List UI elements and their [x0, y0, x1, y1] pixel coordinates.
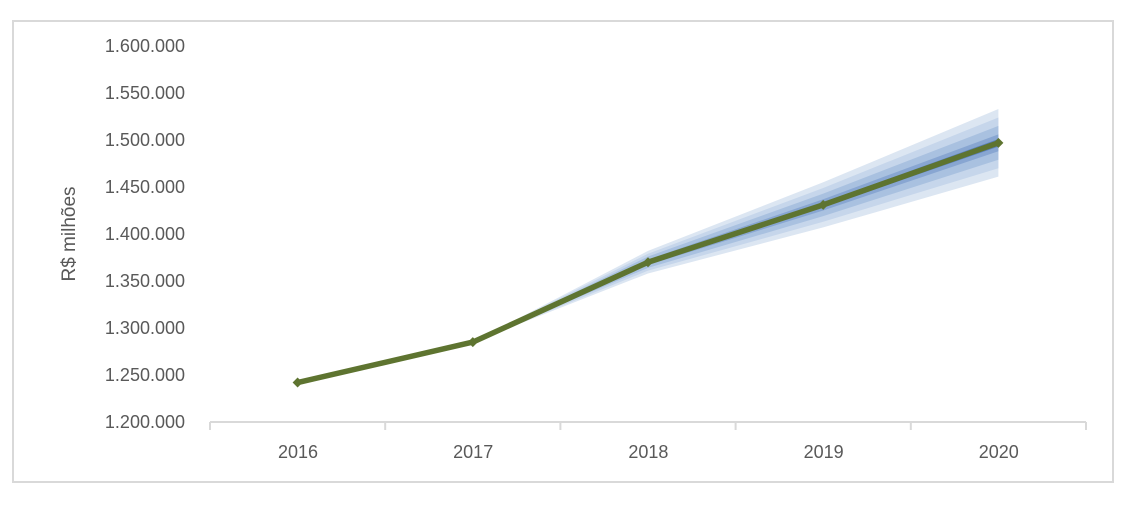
y-tick-label: 1.250.000 — [104, 365, 185, 385]
y-tick-label: 1.500.000 — [104, 130, 185, 150]
y-tick-label: 1.350.000 — [104, 271, 185, 291]
fan-band — [472, 134, 999, 343]
y-tick-label: 1.400.000 — [104, 224, 185, 244]
x-tick-label: 2016 — [277, 442, 319, 462]
y-tick-label: 1.550.000 — [104, 83, 185, 103]
data-point-marker — [818, 199, 829, 210]
data-point-marker — [292, 377, 303, 388]
data-point-marker — [993, 137, 1004, 148]
x-tick-label: 2019 — [803, 442, 844, 462]
y-tick-label: 1.450.000 — [104, 177, 185, 197]
x-tick-label: 2020 — [978, 442, 1019, 462]
data-point-marker — [643, 257, 653, 268]
data-point-marker — [467, 337, 478, 348]
y-tick-label: 1.600.000 — [104, 36, 185, 56]
y-tick-label: 1.200.000 — [104, 412, 185, 432]
x-tick-label: 2018 — [628, 442, 669, 462]
y-tick-label: 1.300.000 — [104, 318, 185, 338]
x-tick-label: 2017 — [453, 442, 494, 462]
plot-area — [209, 108, 1087, 430]
chart-frame: R$ milhões 1.600.000 1.550.000 1.500.000 1.… — [12, 20, 1114, 483]
